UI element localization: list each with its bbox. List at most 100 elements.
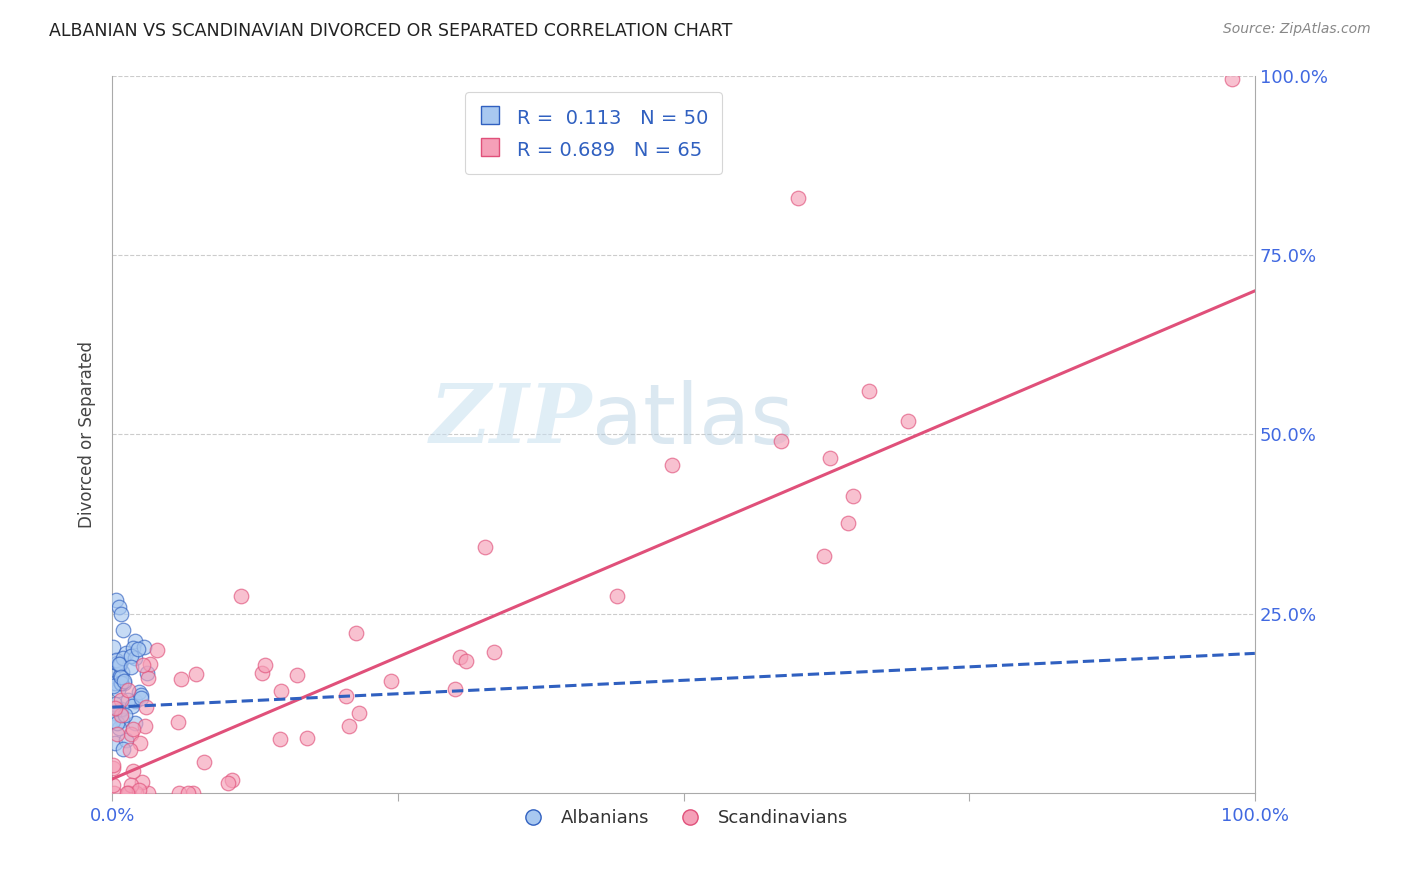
Point bbox=[183, 786, 205, 800]
Point bbox=[110, 676, 132, 690]
Point bbox=[217, 776, 239, 790]
Point bbox=[104, 697, 127, 711]
Point bbox=[108, 599, 131, 614]
Point bbox=[111, 714, 134, 728]
Point bbox=[120, 743, 142, 757]
Point bbox=[105, 656, 128, 670]
Point bbox=[250, 666, 273, 681]
Point bbox=[120, 649, 142, 664]
Point bbox=[769, 434, 792, 448]
Point bbox=[131, 774, 153, 789]
Point bbox=[136, 672, 159, 686]
Point bbox=[112, 623, 135, 637]
Point bbox=[105, 653, 128, 667]
Point bbox=[129, 690, 152, 705]
Point bbox=[138, 657, 160, 672]
Point bbox=[124, 633, 146, 648]
Point bbox=[842, 489, 865, 503]
Legend: Albanians, Scandinavians: Albanians, Scandinavians bbox=[512, 802, 855, 835]
Point bbox=[103, 786, 125, 800]
Point bbox=[128, 685, 150, 699]
Point bbox=[101, 640, 124, 654]
Point bbox=[661, 458, 683, 473]
Text: ALBANIAN VS SCANDINAVIAN DIVORCED OR SEPARATED CORRELATION CHART: ALBANIAN VS SCANDINAVIAN DIVORCED OR SEP… bbox=[49, 22, 733, 40]
Point bbox=[125, 786, 148, 800]
Point bbox=[108, 668, 131, 682]
Point bbox=[169, 786, 191, 800]
Point bbox=[120, 778, 142, 792]
Point bbox=[124, 651, 146, 665]
Point bbox=[108, 669, 131, 683]
Point bbox=[897, 414, 920, 428]
Point bbox=[786, 190, 808, 204]
Point bbox=[380, 674, 402, 689]
Point bbox=[110, 692, 132, 706]
Point bbox=[837, 516, 859, 531]
Point bbox=[813, 549, 835, 563]
Point bbox=[134, 719, 156, 733]
Point bbox=[186, 666, 208, 681]
Point bbox=[347, 706, 370, 720]
Point bbox=[449, 650, 471, 665]
Point bbox=[103, 757, 125, 772]
Point bbox=[115, 732, 138, 747]
Point bbox=[115, 646, 138, 660]
Point bbox=[104, 700, 127, 714]
Point bbox=[103, 761, 125, 775]
Point bbox=[221, 773, 243, 788]
Point bbox=[337, 719, 360, 733]
Point bbox=[121, 699, 143, 714]
Y-axis label: Divorced or Separated: Divorced or Separated bbox=[79, 341, 96, 528]
Point bbox=[120, 727, 142, 741]
Point bbox=[108, 657, 131, 671]
Point bbox=[127, 641, 149, 656]
Point bbox=[124, 693, 146, 707]
Point bbox=[111, 665, 134, 679]
Point bbox=[112, 675, 135, 690]
Point bbox=[117, 692, 139, 706]
Point bbox=[254, 658, 277, 673]
Point bbox=[135, 700, 157, 714]
Point bbox=[858, 384, 880, 398]
Point bbox=[120, 660, 142, 674]
Point bbox=[108, 705, 131, 719]
Point bbox=[112, 741, 135, 756]
Point bbox=[124, 715, 146, 730]
Point bbox=[115, 786, 138, 800]
Point bbox=[103, 706, 125, 720]
Point bbox=[136, 666, 159, 681]
Point bbox=[104, 592, 127, 607]
Point bbox=[285, 668, 308, 682]
Point bbox=[145, 642, 167, 657]
Point bbox=[606, 589, 628, 603]
Point bbox=[117, 682, 139, 697]
Point bbox=[136, 786, 159, 800]
Point bbox=[117, 786, 139, 800]
Point bbox=[344, 626, 367, 640]
Point bbox=[105, 727, 128, 741]
Point bbox=[177, 786, 200, 800]
Point bbox=[108, 657, 131, 672]
Point bbox=[231, 589, 253, 603]
Text: Source: ZipAtlas.com: Source: ZipAtlas.com bbox=[1223, 22, 1371, 37]
Point bbox=[474, 540, 496, 554]
Point bbox=[297, 731, 319, 745]
Point bbox=[108, 721, 131, 735]
Point bbox=[103, 778, 125, 792]
Point bbox=[105, 715, 128, 730]
Point bbox=[269, 732, 291, 747]
Point bbox=[167, 714, 190, 729]
Point bbox=[111, 651, 134, 665]
Point bbox=[114, 708, 136, 723]
Point bbox=[110, 675, 132, 690]
Point bbox=[110, 670, 132, 684]
Point bbox=[335, 689, 357, 703]
Point bbox=[170, 673, 193, 687]
Point bbox=[101, 669, 124, 683]
Point bbox=[122, 641, 145, 656]
Point bbox=[1220, 72, 1243, 87]
Point bbox=[132, 640, 155, 655]
Point bbox=[270, 684, 292, 698]
Point bbox=[110, 607, 132, 621]
Text: atlas: atlas bbox=[592, 380, 794, 460]
